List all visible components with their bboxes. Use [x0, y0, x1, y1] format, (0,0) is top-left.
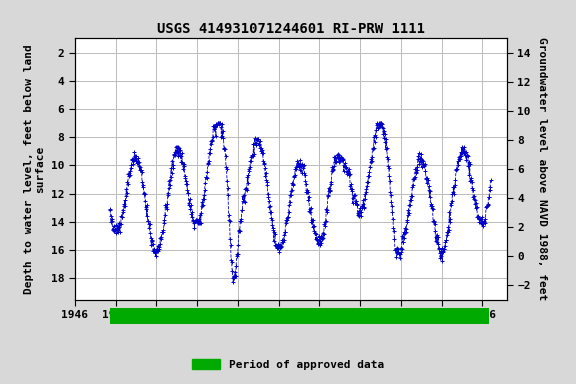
Legend: Period of approved data: Period of approved data — [188, 355, 388, 375]
Bar — [109, 308, 488, 324]
Y-axis label: Depth to water level, feet below land
surface: Depth to water level, feet below land su… — [24, 44, 46, 294]
Title: USGS 414931071244601 RI-PRW 1111: USGS 414931071244601 RI-PRW 1111 — [157, 22, 425, 36]
Y-axis label: Groundwater level above NAVD 1988, feet: Groundwater level above NAVD 1988, feet — [537, 37, 547, 301]
